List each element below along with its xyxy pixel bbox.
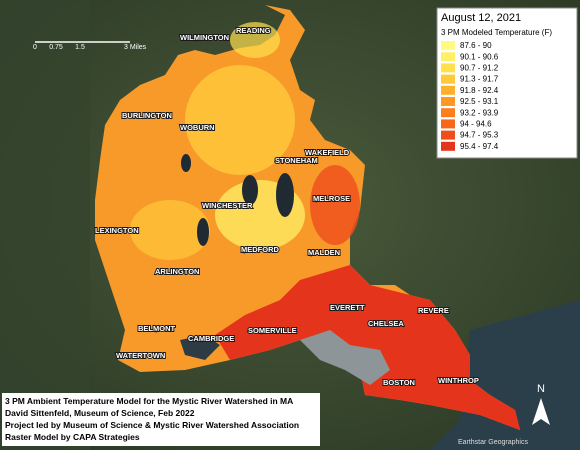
credits-box bbox=[2, 393, 320, 446]
place-label: CHELSEA bbox=[368, 319, 404, 328]
place-label: MEDFORD bbox=[241, 245, 279, 254]
place-label: LEXINGTON bbox=[95, 226, 139, 235]
credits: 3 PM Ambient Temperature Model for the M… bbox=[2, 393, 320, 446]
legend-swatch bbox=[441, 108, 455, 118]
legend-swatch bbox=[441, 97, 455, 106]
place-labels: WILMINGTON READING BURLINGTON WOBURN STO… bbox=[94, 25, 480, 388]
legend-label: 94 - 94.6 bbox=[460, 120, 492, 129]
place-label: ARLINGTON bbox=[155, 267, 199, 276]
legend-label: 90.1 - 90.6 bbox=[460, 52, 499, 61]
credit-line: Raster Model by CAPA Strategies bbox=[5, 432, 140, 442]
legend-label: 94.7 - 95.3 bbox=[460, 131, 499, 140]
scale-bar: 0 0.75 1.5 3 Miles bbox=[33, 41, 147, 51]
legend-swatch bbox=[441, 141, 455, 151]
legend-date: August 12, 2021 bbox=[441, 12, 521, 24]
legend-label: 93.2 - 93.9 bbox=[460, 108, 499, 117]
north-arrow: N bbox=[532, 383, 550, 425]
place-label: EVERETT bbox=[330, 303, 365, 312]
legend-box bbox=[436, 7, 578, 159]
legend-swatch bbox=[441, 41, 455, 50]
legend-swatch bbox=[441, 52, 455, 62]
place-label: BURLINGTON bbox=[122, 111, 172, 120]
legend: August 12, 2021 3 PM Modeled Temperature… bbox=[436, 7, 578, 159]
place-label: WAKEFIELD bbox=[305, 148, 350, 157]
place-label: MELROSE bbox=[313, 194, 350, 203]
river bbox=[180, 335, 220, 360]
legend-swatch bbox=[441, 130, 455, 140]
legend-label: 91.8 - 92.4 bbox=[460, 86, 499, 95]
place-label: WATERTOWN bbox=[116, 351, 165, 360]
credit-line: David Sittenfeld, Museum of Science, Feb… bbox=[5, 408, 195, 418]
legend-swatch bbox=[441, 119, 455, 129]
cool-zone bbox=[230, 22, 280, 58]
place-label: BOSTON bbox=[383, 378, 415, 387]
place-label: WINTHROP bbox=[438, 376, 479, 385]
north-label: N bbox=[537, 383, 545, 395]
lake bbox=[276, 173, 294, 217]
place-label: WINCHESTER bbox=[202, 201, 253, 210]
scale-label: 0.75 bbox=[49, 44, 63, 51]
place-label: REVERE bbox=[418, 306, 449, 315]
legend-swatch bbox=[441, 85, 455, 95]
lake bbox=[197, 218, 209, 246]
legend-title: 3 PM Modeled Temperature (F) bbox=[441, 28, 552, 37]
legend-label: 87.6 - 90 bbox=[460, 41, 492, 50]
hot-zone bbox=[310, 165, 360, 245]
scale-label: 3 Miles bbox=[124, 44, 147, 51]
cool-zone bbox=[185, 65, 295, 175]
place-label: SOMERVILLE bbox=[248, 326, 297, 335]
legend-label: 91.3 - 91.7 bbox=[460, 75, 499, 84]
terrain bbox=[0, 0, 90, 450]
scale-label: 0 bbox=[33, 44, 37, 51]
legend-label: 90.7 - 91.2 bbox=[460, 64, 499, 73]
place-label: WILMINGTON bbox=[180, 33, 229, 42]
north-arrow-shape bbox=[532, 398, 550, 425]
place-label: MALDEN bbox=[308, 248, 340, 257]
lake bbox=[181, 154, 191, 172]
legend-label: 92.5 - 93.1 bbox=[460, 97, 499, 106]
hot-zone bbox=[215, 265, 520, 430]
credit-line: Project led by Museum of Science & Mysti… bbox=[5, 420, 299, 430]
legend-label: 95.4 - 97.4 bbox=[460, 142, 499, 151]
lake bbox=[242, 175, 258, 205]
place-label: WOBURN bbox=[180, 123, 215, 132]
credit-line: 3 PM Ambient Temperature Model for the M… bbox=[5, 396, 293, 406]
place-label: BELMONT bbox=[138, 324, 175, 333]
legend-swatch bbox=[441, 74, 455, 84]
harbor bbox=[300, 330, 390, 385]
legend-swatch bbox=[441, 63, 455, 73]
place-label: READING bbox=[236, 26, 271, 35]
cool-zone bbox=[130, 200, 210, 260]
place-label: STONEHAM bbox=[275, 156, 318, 165]
place-label: CAMBRIDGE bbox=[188, 334, 234, 343]
scale-label: 1.5 bbox=[75, 44, 85, 51]
attribution: Earthstar Geographics bbox=[458, 439, 529, 446]
